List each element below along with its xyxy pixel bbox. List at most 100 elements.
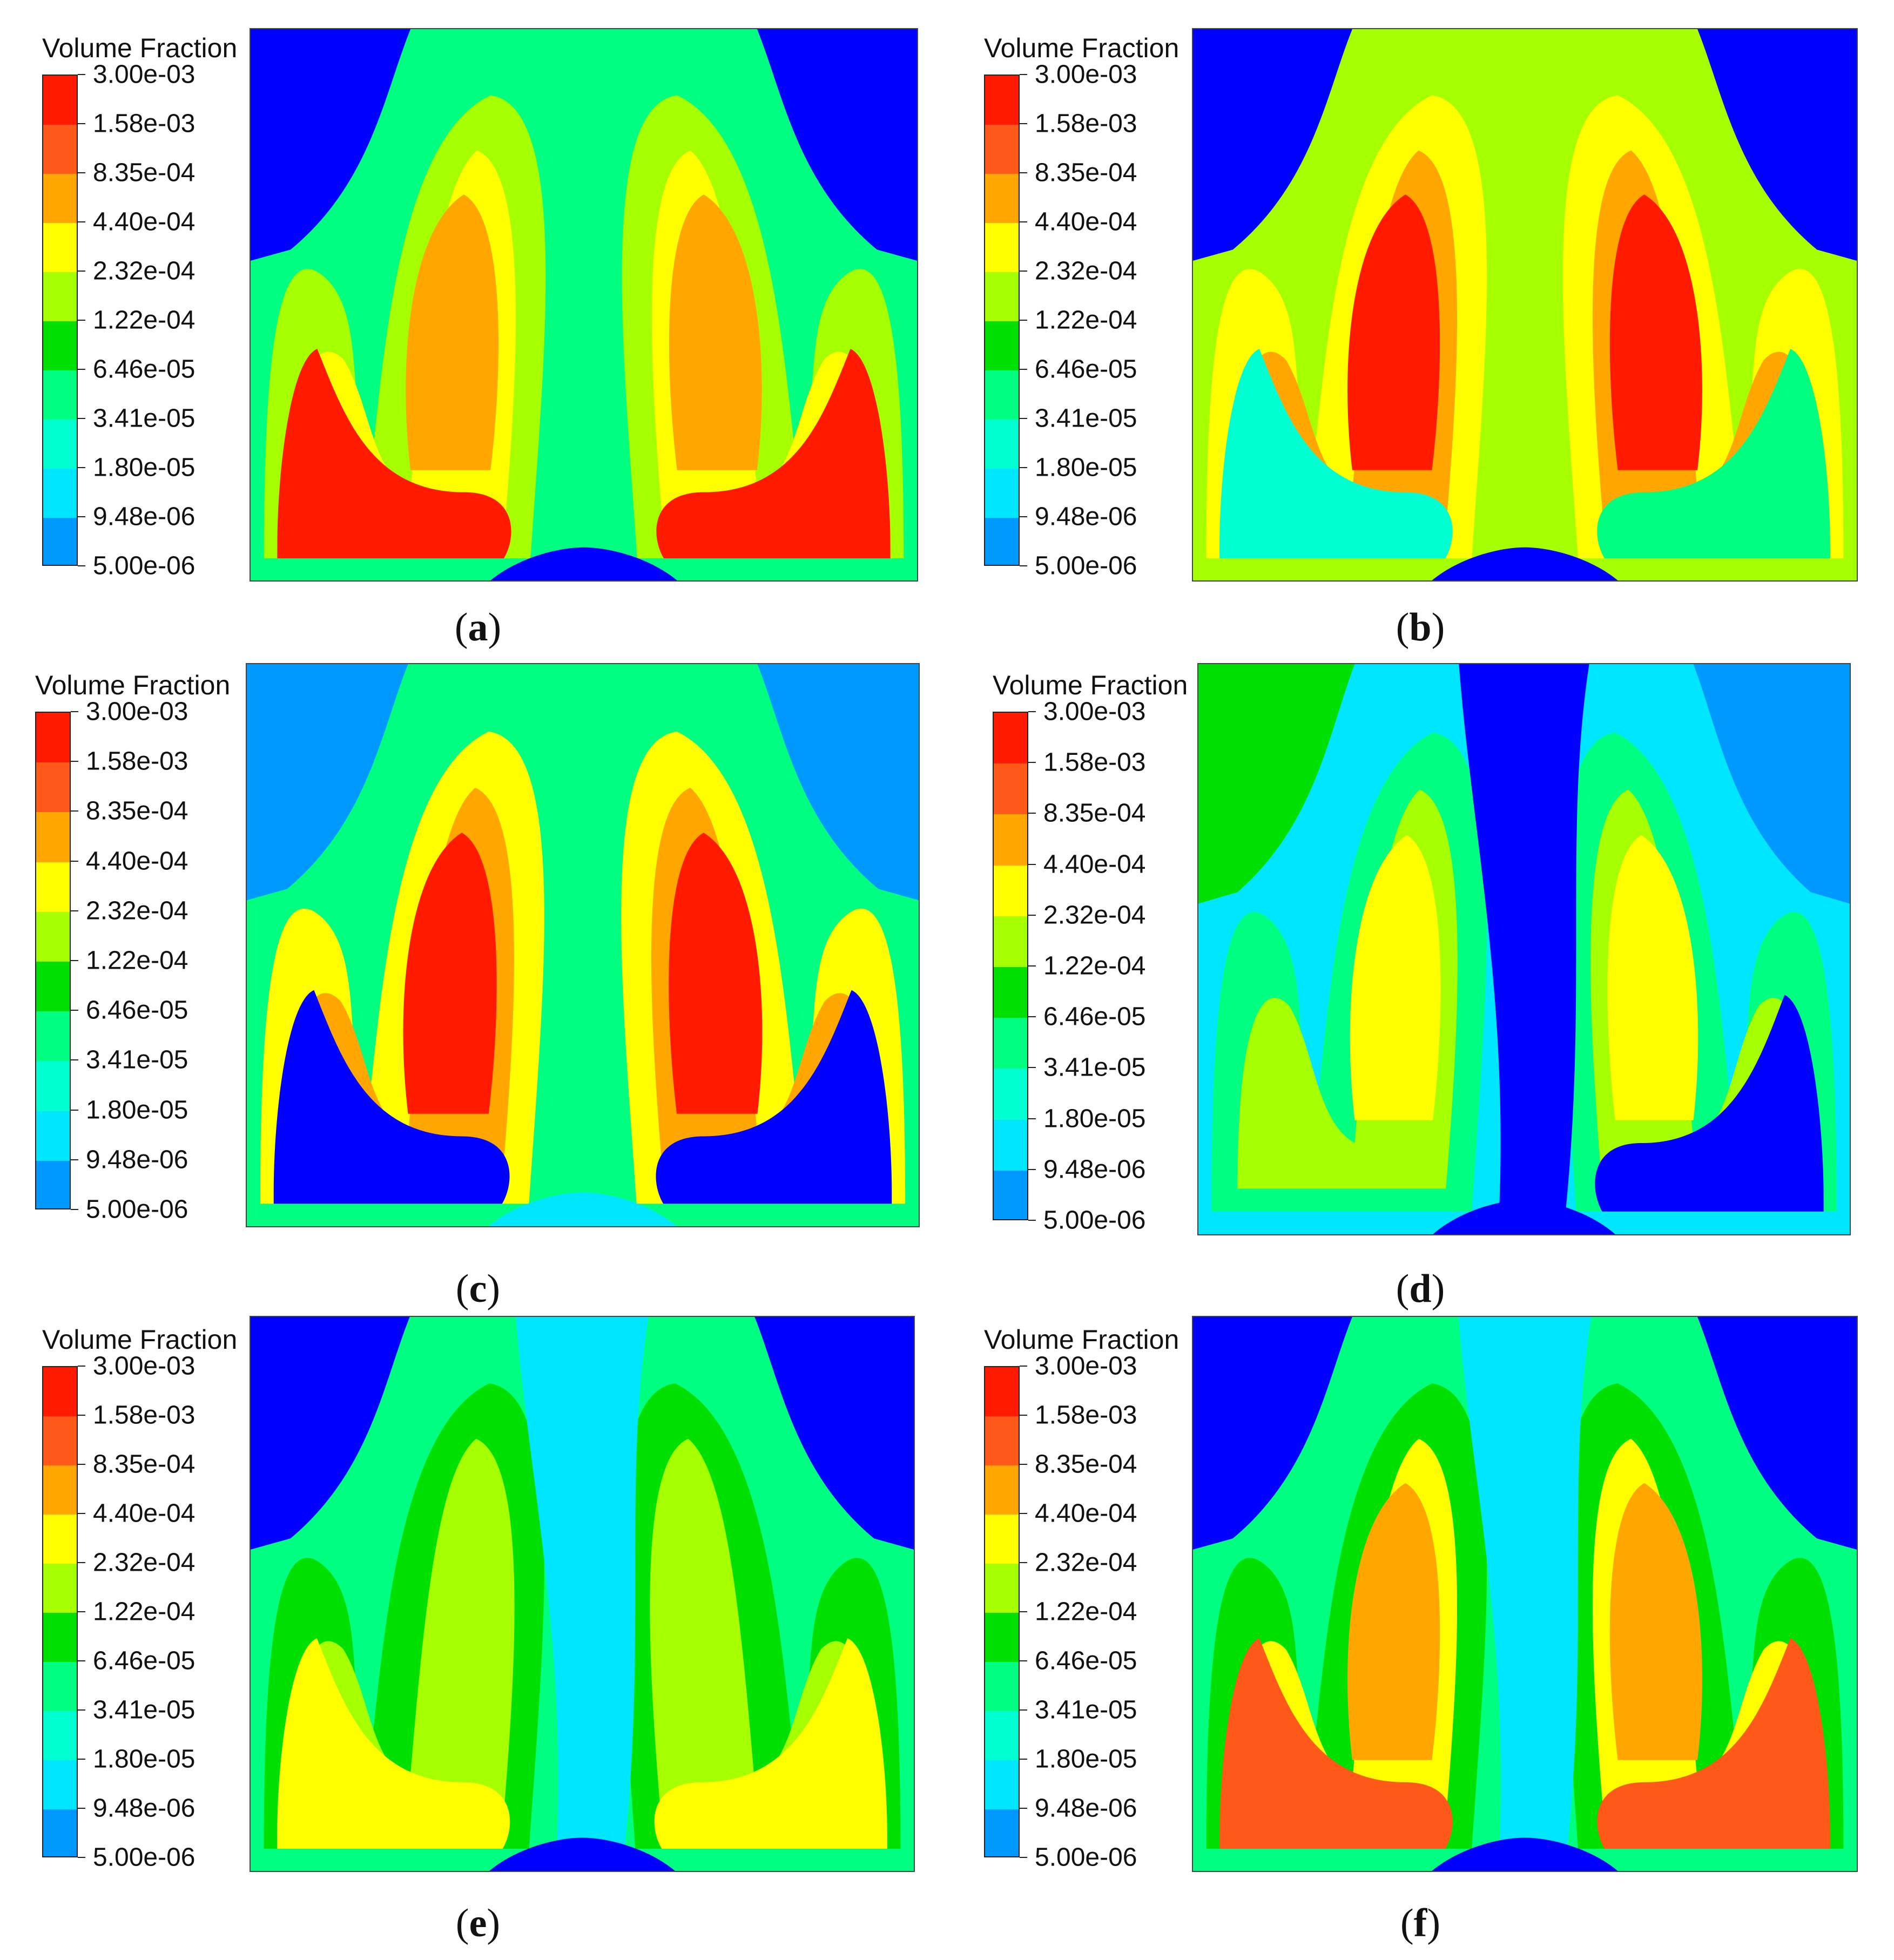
contour-region-left-bottom (277, 349, 511, 559)
contour-region-corner-tl (1198, 664, 1355, 904)
colorbar-tick-label: 3.00e-03 (1043, 697, 1146, 726)
contour-plot (250, 28, 918, 582)
colorbar-tick-label: 1.22e-04 (93, 1597, 196, 1626)
colorbar-tick-label: 9.48e-06 (1043, 1155, 1146, 1184)
colorbar-swatch (43, 1515, 77, 1564)
panel-caption: (a) (455, 605, 501, 651)
colorbar-swatch (985, 469, 1019, 518)
contour-region-left-bottom (1219, 1638, 1453, 1849)
contour-field (1193, 1317, 1857, 1871)
colorbar-tick-label: 1.58e-03 (1035, 109, 1137, 138)
colorbar-tick-label: 1.22e-04 (1043, 951, 1146, 981)
contour-region-corner-tl (1193, 29, 1352, 261)
colorbar-swatch (43, 518, 77, 565)
colorbar-tick-label: 1.58e-03 (1035, 1401, 1137, 1430)
contour-region-right-arch-core (1609, 1483, 1702, 1760)
panel-caption: (d) (1396, 1266, 1445, 1312)
colorbar-tick (71, 1059, 78, 1061)
colorbar-tick-label: 6.46e-05 (1035, 1646, 1137, 1675)
colorbar-swatch (985, 76, 1019, 125)
colorbar-tick-label: 6.46e-05 (93, 1646, 196, 1675)
colorbar-tick-label: 3.41e-05 (1043, 1053, 1146, 1082)
contour-region-bottom-center (1432, 1837, 1618, 1871)
colorbar-tick (1020, 369, 1027, 370)
colorbar-tick (71, 761, 78, 762)
caption-letter: a (468, 605, 488, 650)
contour-plot (1197, 663, 1851, 1235)
caption-paren-open: ( (455, 1267, 469, 1311)
contour-region-corner-tr (757, 664, 919, 901)
contour-region-bottom-center (488, 1192, 677, 1226)
colorbar-tick-label: 1.80e-05 (1035, 453, 1137, 482)
colorbar-swatch (43, 174, 77, 224)
contour-region-right-bottom (1597, 349, 1830, 559)
colorbar-tick-label: 1.58e-03 (1043, 748, 1146, 777)
contour-region-left-arch-core (1347, 194, 1440, 470)
legend-title: Volume Fraction (993, 670, 1188, 700)
colorbar-tick-label: 8.35e-04 (93, 158, 196, 187)
colorbar-swatch (985, 1613, 1019, 1662)
colorbar-tick-label: 1.80e-05 (93, 1745, 196, 1774)
caption-paren-open: ( (1396, 1267, 1410, 1311)
colorbar-tick-label: 3.00e-03 (1035, 60, 1137, 89)
contour-region-left-arch-core (406, 194, 499, 470)
colorbar-swatch (36, 762, 70, 813)
contour-field (251, 1317, 914, 1871)
colorbar-tick-label: 9.48e-06 (86, 1145, 188, 1174)
colorbar-tick (1020, 1759, 1027, 1760)
colorbar-tick (1020, 271, 1027, 272)
colorbar-tick (1028, 762, 1036, 763)
colorbar-swatch (36, 862, 70, 913)
colorbar-swatch (994, 814, 1027, 866)
colorbar-tick-label: 6.46e-05 (86, 996, 188, 1025)
colorbar-tick (1020, 1857, 1027, 1858)
colorbar-tick (1020, 320, 1027, 321)
contour-region-corner-tl (251, 29, 411, 261)
colorbar-swatch (994, 1069, 1027, 1120)
colorbar-swatch (36, 1061, 70, 1112)
colorbar-swatch (985, 1564, 1019, 1613)
contour-region-center-column (516, 1317, 649, 1871)
panel-caption: (f) (1400, 1901, 1440, 1947)
caption-letter: f (1413, 1901, 1427, 1945)
contour-plot (250, 1316, 915, 1872)
contour-region-left-arch-core (1347, 1483, 1440, 1760)
colorbar-tick (1028, 1118, 1036, 1119)
colorbar-tick (78, 369, 85, 370)
colorbar-tick-label: 1.22e-04 (93, 306, 196, 335)
colorbar-tick-label: 4.40e-04 (93, 207, 196, 236)
colorbar-tick (78, 516, 85, 517)
colorbar-tick-label: 8.35e-04 (93, 1450, 196, 1479)
legend-title: Volume Fraction (984, 1324, 1179, 1355)
colorbar (42, 1366, 78, 1857)
colorbar-tick (78, 320, 85, 321)
colorbar-tick (1020, 74, 1027, 75)
contour-field (251, 29, 917, 580)
colorbar-tick-label: 8.35e-04 (1035, 158, 1137, 187)
colorbar-tick (71, 910, 78, 911)
colorbar-tick-label: 3.41e-05 (86, 1045, 188, 1074)
contour-region-right-bottom (1597, 1638, 1830, 1849)
colorbar-tick (71, 1209, 78, 1210)
colorbar-tick-label: 5.00e-06 (93, 1843, 196, 1872)
colorbar-tick (71, 711, 78, 712)
colorbar-tick (78, 271, 85, 272)
caption-paren-open: ( (455, 1901, 469, 1945)
contour-region-right-arch-core (1609, 194, 1702, 470)
colorbar-swatch (985, 1809, 1019, 1856)
colorbar-tick (78, 1611, 85, 1612)
colorbar-tick-label: 1.22e-04 (86, 946, 188, 975)
colorbar-tick-label: 1.22e-04 (1035, 1597, 1137, 1626)
colorbar-tick-label: 5.00e-06 (86, 1195, 188, 1224)
colorbar-swatch (43, 1711, 77, 1761)
colorbar-tick (1020, 1366, 1027, 1367)
colorbar-tick-label: 2.32e-04 (1035, 1548, 1137, 1577)
colorbar-tick (1028, 914, 1036, 916)
contour-region-right-arch-core (1607, 835, 1698, 1120)
colorbar-tick-label: 6.46e-05 (1043, 1002, 1146, 1031)
colorbar-swatch (994, 967, 1027, 1019)
contour-region-right-bottom (656, 990, 892, 1204)
contour-region-corner-tr (754, 1317, 914, 1550)
colorbar-tick-label: 3.41e-05 (93, 1695, 196, 1725)
caption-paren-close: ) (1427, 1901, 1440, 1945)
